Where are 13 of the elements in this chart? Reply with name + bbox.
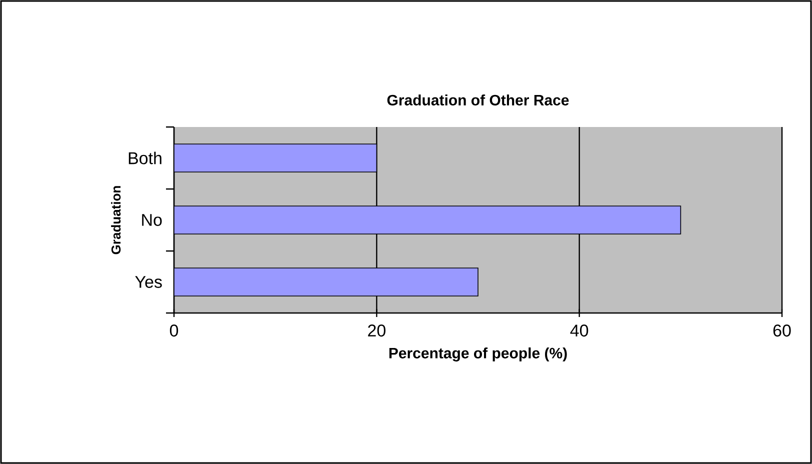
y-axis-title: Graduation [111, 186, 121, 254]
x-tick-label: 60 [773, 324, 791, 337]
chart-title: Graduation of Other Race [387, 94, 569, 106]
x-tick-label: 40 [570, 324, 588, 337]
x-tick-label: 20 [368, 324, 386, 337]
y-tick-label: Yes [135, 276, 162, 288]
x-axis-title: Percentage of people (%) [389, 347, 567, 362]
bar [174, 206, 682, 234]
bar [174, 144, 378, 172]
bar [174, 268, 478, 296]
y-tick-label: Both [128, 152, 162, 164]
x-tick-label: 0 [170, 324, 178, 337]
y-tick-label: No [142, 214, 162, 226]
